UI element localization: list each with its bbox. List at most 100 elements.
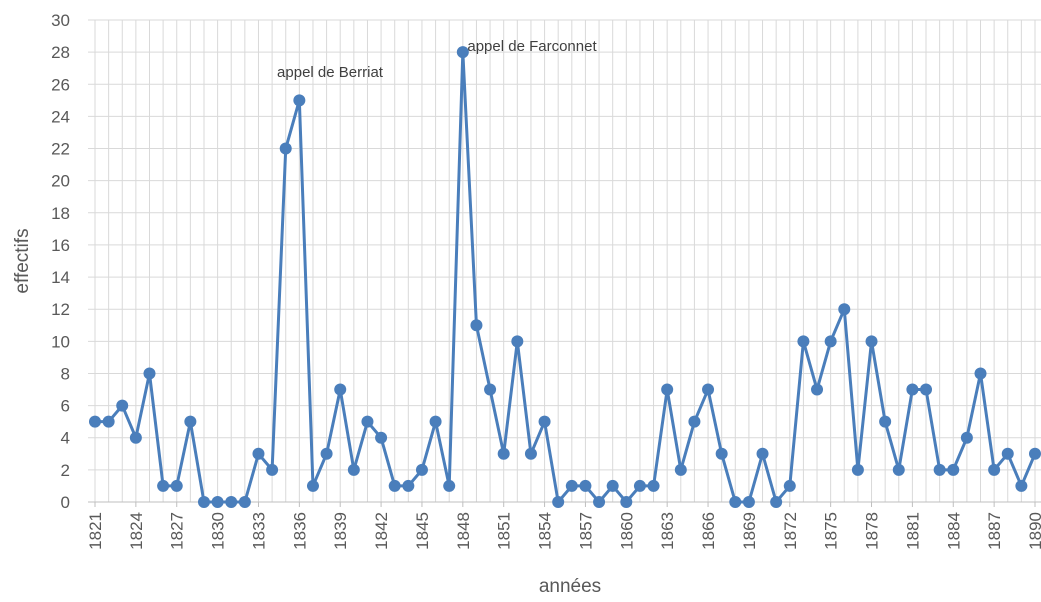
point	[742, 496, 755, 508]
point	[960, 431, 973, 444]
point	[538, 415, 551, 428]
annotation: appel de Farconnet	[467, 38, 597, 55]
point	[334, 383, 347, 396]
point	[102, 415, 115, 428]
x-tick-label: 1875	[822, 512, 841, 550]
y-tick-label: 30	[51, 11, 70, 30]
point	[974, 367, 987, 380]
series-line	[95, 50, 1037, 504]
x-tick-label: 1887	[985, 512, 1004, 550]
point	[456, 46, 469, 59]
y-tick-label: 8	[61, 364, 70, 383]
point	[388, 479, 401, 492]
point	[729, 496, 742, 508]
point	[947, 463, 960, 476]
y-tick-label: 20	[51, 172, 70, 191]
point	[552, 496, 565, 508]
x-tick-label: 1845	[413, 512, 432, 550]
y-tick-label: 2	[61, 461, 70, 480]
x-tick-label: 1890	[1026, 512, 1041, 550]
point	[511, 335, 524, 348]
x-tick-label: 1884	[944, 512, 963, 550]
x-tick-label: 1860	[617, 512, 636, 550]
point	[920, 383, 933, 396]
point	[225, 496, 238, 508]
y-tick-label: 0	[61, 493, 70, 512]
point	[497, 447, 510, 460]
point	[443, 479, 456, 492]
point	[279, 142, 292, 155]
point	[879, 415, 892, 428]
point	[184, 415, 197, 428]
point	[933, 463, 946, 476]
annotation: appel de Berriat	[277, 64, 384, 81]
x-tick-label: 1830	[209, 512, 228, 550]
point	[811, 383, 824, 396]
point	[361, 415, 374, 428]
point	[266, 463, 279, 476]
point	[661, 383, 674, 396]
x-tick-label: 1824	[127, 512, 146, 550]
point	[892, 463, 905, 476]
point	[579, 479, 592, 492]
point	[1029, 447, 1041, 460]
point	[674, 463, 687, 476]
x-tick-label: 1854	[536, 512, 555, 550]
y-tick-label: 4	[61, 429, 70, 448]
point	[593, 496, 606, 508]
point	[688, 415, 701, 428]
x-tick-label: 1878	[863, 512, 882, 550]
y-tick-label: 24	[51, 107, 70, 126]
x-tick-label: 1863	[658, 512, 677, 550]
y-tick-label: 18	[51, 204, 70, 223]
x-tick-label: 1866	[699, 512, 718, 550]
y-axis-title: effectifs	[12, 228, 33, 293]
x-tick-label: 1842	[372, 512, 391, 550]
y-tick-label: 6	[61, 397, 70, 416]
point	[906, 383, 919, 396]
x-tick-label: 1836	[290, 512, 309, 550]
point	[402, 479, 415, 492]
point	[375, 431, 388, 444]
point	[415, 463, 428, 476]
y-tick-label: 10	[51, 332, 70, 351]
x-tick-label: 1833	[249, 512, 268, 550]
point	[143, 367, 156, 380]
point	[702, 383, 715, 396]
point	[606, 479, 619, 492]
x-tick-label: 1872	[781, 512, 800, 550]
point	[565, 479, 578, 492]
x-tick-label: 1869	[740, 512, 759, 550]
point	[988, 463, 1001, 476]
point	[470, 319, 483, 332]
point	[620, 496, 633, 508]
point	[197, 496, 210, 508]
y-tick-label: 14	[51, 268, 70, 287]
point	[252, 447, 265, 460]
y-tick-label: 16	[51, 236, 70, 255]
point	[89, 415, 101, 428]
point	[851, 463, 864, 476]
point	[157, 479, 170, 492]
point	[715, 447, 728, 460]
point	[783, 479, 796, 492]
point	[797, 335, 810, 348]
point	[211, 496, 224, 508]
point	[647, 479, 660, 492]
point	[116, 399, 129, 412]
x-tick-label: 1848	[454, 512, 473, 550]
marks	[89, 46, 1041, 508]
point	[293, 94, 306, 107]
point	[865, 335, 878, 348]
y-tick-label: 28	[51, 43, 70, 62]
point	[320, 447, 333, 460]
point	[429, 415, 442, 428]
point	[1001, 447, 1014, 460]
point	[170, 479, 183, 492]
x-tick-label: 1821	[86, 512, 105, 550]
point	[756, 447, 769, 460]
point	[1015, 479, 1028, 492]
point	[484, 383, 497, 396]
point	[824, 335, 837, 348]
